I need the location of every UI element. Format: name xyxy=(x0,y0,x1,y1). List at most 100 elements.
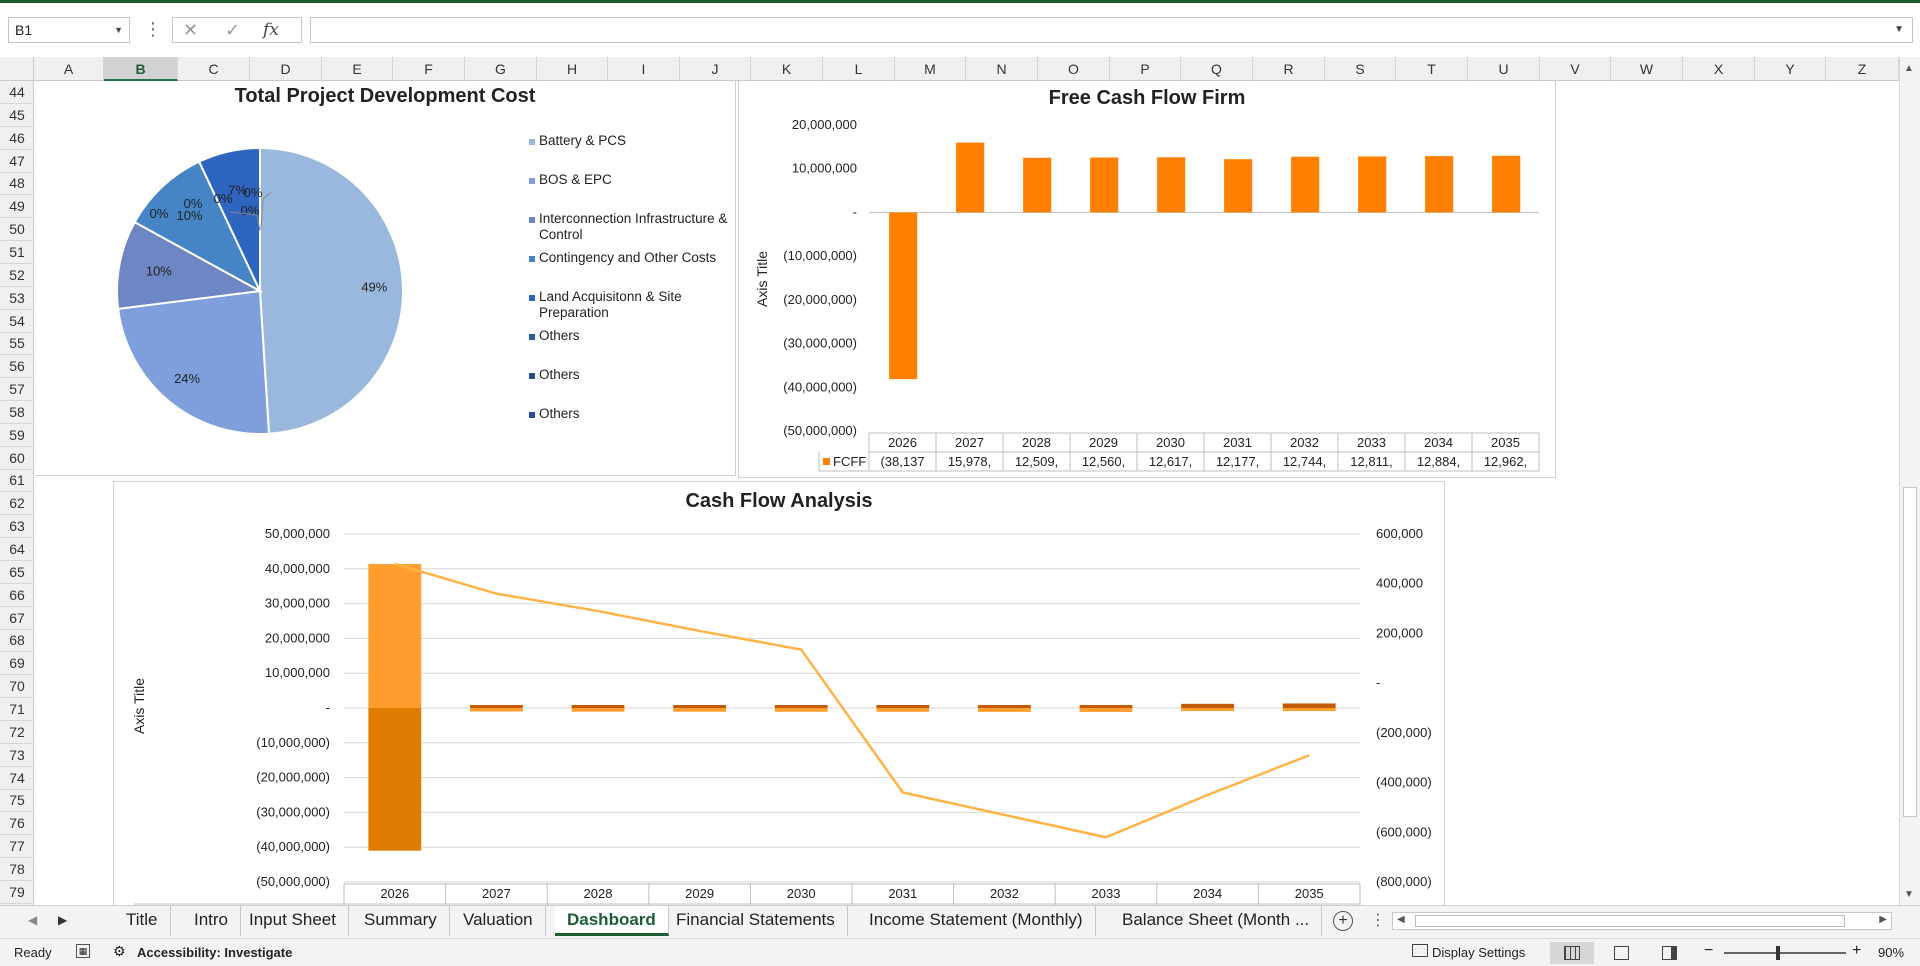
row-header-69[interactable]: 69 xyxy=(0,652,34,676)
legend-item[interactable]: Others xyxy=(539,328,580,343)
row-header-58[interactable]: 58 xyxy=(0,401,34,424)
bar[interactable] xyxy=(1181,703,1235,708)
bar[interactable] xyxy=(977,708,1031,712)
row-header-75[interactable]: 75 xyxy=(0,789,34,813)
zoom-level[interactable]: 90% xyxy=(1878,945,1905,960)
formula-input[interactable]: ▼ xyxy=(310,17,1913,43)
row-header-46[interactable]: 46 xyxy=(0,127,34,150)
column-header-t[interactable]: T xyxy=(1396,57,1468,81)
column-header-l[interactable]: L xyxy=(823,57,895,81)
horizontal-scrollbar[interactable]: ◀ ▶ xyxy=(1392,912,1892,930)
row-header-44[interactable]: 44 xyxy=(0,81,34,104)
display-settings-icon[interactable] xyxy=(1412,944,1428,957)
legend-item[interactable]: Others xyxy=(539,367,580,382)
zoom-slider-thumb[interactable] xyxy=(1776,946,1780,960)
row-header-62[interactable]: 62 xyxy=(0,492,34,516)
more-options-icon[interactable]: ⋮ xyxy=(1370,912,1386,929)
normal-view-button[interactable] xyxy=(1550,942,1594,964)
row-header-76[interactable]: 76 xyxy=(0,812,34,836)
bar[interactable] xyxy=(1425,156,1454,213)
zoom-in-button[interactable]: + xyxy=(1852,942,1862,959)
sheet-tab-income-statement-monthly[interactable]: Income Statement (Monthly) xyxy=(857,906,1096,936)
column-header-b[interactable]: B xyxy=(104,57,178,81)
column-header-v[interactable]: V xyxy=(1540,57,1611,81)
bar[interactable] xyxy=(673,705,727,708)
column-header-r[interactable]: R xyxy=(1253,57,1325,81)
bar[interactable] xyxy=(1291,156,1320,213)
cancel-icon[interactable]: ✕ xyxy=(183,20,199,40)
expand-formula-icon[interactable]: ▼ xyxy=(1894,24,1904,35)
column-header-a[interactable]: A xyxy=(34,57,104,81)
accessibility-icon[interactable]: ⚙ xyxy=(113,943,126,959)
row-header-79[interactable]: 79 xyxy=(0,881,34,904)
column-header-z[interactable]: Z xyxy=(1826,57,1899,81)
add-sheet-icon[interactable]: + xyxy=(1333,911,1353,931)
row-header-63[interactable]: 63 xyxy=(0,515,34,539)
row-header-45[interactable]: 45 xyxy=(0,104,34,127)
row-header-54[interactable]: 54 xyxy=(0,310,34,333)
sheet-tab-dashboard[interactable]: Dashboard xyxy=(555,906,669,936)
legend-item[interactable]: Land Acquisitonn & Site Preparation xyxy=(539,289,682,320)
column-header-p[interactable]: P xyxy=(1110,57,1181,81)
bar[interactable] xyxy=(956,142,985,213)
fcff-chart[interactable]: Free Cash Flow Firm Axis Title 20,000,00… xyxy=(738,81,1556,478)
cashflow-chart[interactable]: Cash Flow Analysis Axis Title 50,000,000… xyxy=(113,481,1445,905)
bar[interactable] xyxy=(1492,155,1521,213)
row-header-56[interactable]: 56 xyxy=(0,355,34,379)
row-header-57[interactable]: 57 xyxy=(0,378,34,402)
column-header-g[interactable]: G xyxy=(465,57,537,81)
column-header-i[interactable]: I xyxy=(608,57,680,81)
row-header-48[interactable]: 48 xyxy=(0,172,34,196)
column-header-s[interactable]: S xyxy=(1325,57,1396,81)
legend-item[interactable]: Interconnection Infrastructure & Control xyxy=(539,211,728,242)
row-header-53[interactable]: 53 xyxy=(0,287,34,310)
row-header-67[interactable]: 67 xyxy=(0,607,34,630)
legend-item[interactable]: BOS & EPC xyxy=(539,172,612,187)
next-sheet-icon[interactable]: ▶ xyxy=(58,913,68,927)
column-header-w[interactable]: W xyxy=(1611,57,1683,81)
row-header-51[interactable]: 51 xyxy=(0,241,34,264)
column-header-u[interactable]: U xyxy=(1468,57,1540,81)
bar[interactable] xyxy=(774,705,828,708)
select-all-corner[interactable] xyxy=(0,57,34,81)
row-header-52[interactable]: 52 xyxy=(0,264,34,287)
scroll-left-icon[interactable]: ◀ xyxy=(1397,914,1405,925)
column-header-c[interactable]: C xyxy=(178,57,250,81)
zoom-slider[interactable] xyxy=(1724,952,1846,954)
sheet-tab-valuation[interactable]: Valuation xyxy=(451,906,546,936)
bar[interactable] xyxy=(774,708,828,712)
scroll-thumb[interactable] xyxy=(1903,487,1917,817)
pie-slice[interactable] xyxy=(259,146,405,435)
sheet-tab-summary[interactable]: Summary xyxy=(352,906,450,936)
bar[interactable] xyxy=(1224,159,1253,213)
row-header-61[interactable]: 61 xyxy=(0,469,34,493)
bar[interactable] xyxy=(1079,705,1133,708)
more-options-icon[interactable]: ⋮ xyxy=(144,19,162,39)
row-header-78[interactable]: 78 xyxy=(0,858,34,881)
row-header-49[interactable]: 49 xyxy=(0,195,34,219)
column-header-e[interactable]: E xyxy=(322,57,393,81)
chevron-down-icon[interactable]: ▼ xyxy=(114,25,123,35)
column-header-x[interactable]: X xyxy=(1683,57,1755,81)
row-header-66[interactable]: 66 xyxy=(0,584,34,607)
row-header-68[interactable]: 68 xyxy=(0,629,34,653)
macro-recording-icon[interactable]: ▦ xyxy=(76,944,90,958)
legend-item[interactable]: Others xyxy=(539,406,580,421)
column-header-m[interactable]: M xyxy=(895,57,966,81)
row-header-77[interactable]: 77 xyxy=(0,835,34,859)
bar[interactable] xyxy=(1358,156,1387,213)
bar[interactable] xyxy=(469,708,523,712)
sheet-tab-balance-sheet-month[interactable]: Balance Sheet (Month ... xyxy=(1110,906,1323,936)
scroll-down-icon[interactable]: ▼ xyxy=(1904,889,1914,900)
sheet-tab-title[interactable]: Title xyxy=(114,906,171,936)
column-header-o[interactable]: O xyxy=(1038,57,1110,81)
bar[interactable] xyxy=(368,564,422,708)
sheet-tab-financial-statements[interactable]: Financial Statements xyxy=(664,906,848,936)
zoom-out-button[interactable]: − xyxy=(1704,942,1714,959)
pie-slice[interactable] xyxy=(116,220,264,311)
row-header-60[interactable]: 60 xyxy=(0,447,34,470)
legend-item[interactable]: Battery & PCS xyxy=(539,133,627,148)
vertical-scrollbar[interactable]: ▲ ▼ xyxy=(1899,57,1920,905)
bar[interactable] xyxy=(889,212,918,380)
check-icon[interactable]: ✓ xyxy=(225,20,241,40)
